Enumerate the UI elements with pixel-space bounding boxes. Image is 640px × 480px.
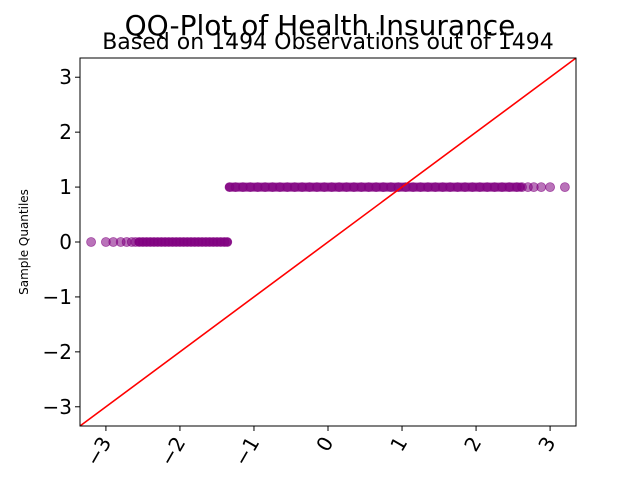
data-point: [536, 182, 547, 193]
x-tick-label: −1: [229, 433, 265, 471]
data-point: [545, 182, 555, 193]
x-tick-label: 3: [533, 433, 560, 456]
data-point: [560, 182, 570, 193]
chart-subtitle: Based on 1494 Observations out of 1494: [102, 30, 554, 55]
x-tick-label: 1: [385, 433, 412, 456]
y-tick-label: 1: [59, 175, 72, 199]
x-axis: −3 −2 −1 0 1 2 3: [81, 426, 560, 471]
y-tick-label: 3: [59, 65, 72, 89]
y-axis: −3 −2 −1 0 1 2 3: [43, 65, 80, 419]
reference-line: [79, 57, 577, 427]
points-layer: [86, 182, 570, 247]
y-tick-label: −1: [43, 285, 72, 309]
y-tick-label: −3: [43, 395, 72, 419]
reference-line-layer: [79, 57, 577, 427]
x-tick-label: −2: [155, 433, 191, 471]
x-tick-label: 2: [459, 433, 486, 456]
x-tick-label: 0: [311, 433, 338, 456]
y-tick-label: −2: [43, 340, 72, 364]
chart-title: QQ-Plot of Health Insurance: [125, 9, 516, 42]
y-tick-label: 2: [59, 120, 72, 144]
y-tick-label: 0: [59, 230, 72, 254]
y-axis-label: Sample Quantiles: [17, 189, 31, 295]
data-point: [86, 237, 96, 247]
x-tick-label: −3: [81, 433, 117, 471]
